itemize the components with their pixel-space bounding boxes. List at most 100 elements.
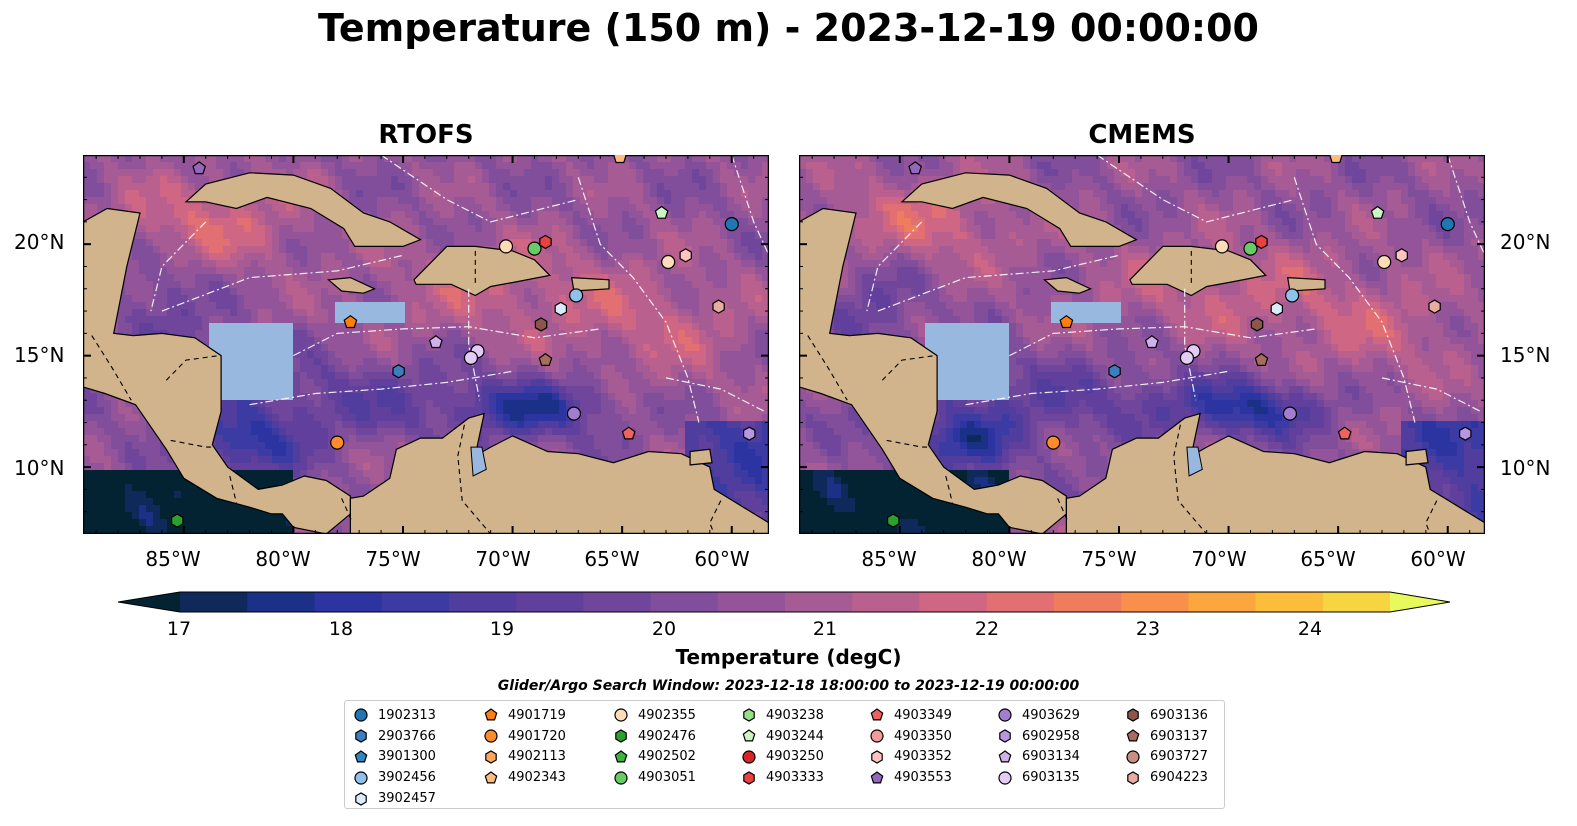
map-panel-rtofs[interactable] [83,155,769,534]
legend-marker-6903137 [1126,729,1140,742]
colorbar-bin-0 [180,592,248,612]
lat-label-10n-left: 10°N [14,456,65,480]
colorbar-tick-21: 21 [812,618,838,640]
float-marker-4902355b [498,239,514,254]
lon-label-65w-right: 65°W [1300,547,1356,571]
legend-label: 3902456 [378,770,436,786]
legend-column-2: 4902355 4902476 4902502 4903051 [613,705,696,788]
float-marker-6903136 [534,317,548,332]
legend-item-3901300: 3901300 [353,747,436,768]
float-marker-3902456 [569,288,584,303]
float-marker-6903137 [538,352,553,366]
float-marker-6902958 [1458,426,1472,441]
lon-label-60w-left: 60°W [694,547,750,571]
legend-marker-6903727 [1126,750,1140,764]
legend-label: 4903350 [894,728,952,744]
legend-symbol-4902476 [615,729,627,743]
legend-symbol-6903135 [998,771,1012,785]
float-marker-6903134 [1144,335,1159,349]
colorbar-extend-high [1390,592,1450,612]
float-marker-3902457 [1270,301,1283,316]
legend-label: 4903250 [766,749,824,765]
float-marker-4903553 [908,161,923,175]
legend-symbol-3901300 [354,750,368,763]
legend-item-4903629: 4903629 [997,705,1080,726]
legend-symbol-4901719 [484,708,498,721]
legend-label: 6904223 [1150,770,1208,786]
legend-label: 4903352 [894,749,952,765]
lat-label-15n-right: 15°N [1500,343,1551,367]
legend-symbol-4903238 [743,708,755,723]
legend-marker-4901720 [484,729,498,743]
float-marker-1902313 [1440,217,1455,232]
legend-marker-6903136 [1127,708,1139,723]
float-marker-4902476 [170,513,184,528]
legend-item-4902355: 4902355 [613,705,696,726]
float-legend: 1902313 2903766 3901300 3902456 3902457 49017… [344,700,1225,809]
legend-marker-4903350 [870,729,884,743]
legend-label: 3902457 [378,791,436,807]
legend-symbol-4902113 [485,750,497,764]
legend-symbol-6903137 [1126,729,1140,742]
lat-label-10n-right: 10°N [1500,456,1551,480]
float-marker-4903333 [539,234,552,250]
legend-label: 6903134 [1022,749,1080,765]
float-marker-4901720 [330,435,345,450]
legend-label: 1902313 [378,707,436,723]
legend-marker-1902313 [354,708,368,722]
legend-marker-3901300 [354,750,368,763]
legend-marker-4903250 [742,750,756,764]
legend-symbol-6902958 [999,729,1011,743]
legend-item-4903350: 4903350 [869,726,952,747]
legend-symbol-6904223 [1127,771,1139,785]
legend-item-4903238: 4903238 [741,705,824,726]
colorbar-tick-22: 22 [974,618,1000,640]
float-marker-4903349 [1337,426,1352,440]
float-marker-2903766 [1108,364,1121,379]
lon-label-80w-right: 80°W [971,547,1027,571]
legend-symbol-6903136 [1127,708,1139,723]
lon-label-60w-right: 60°W [1410,547,1466,571]
legend-item-4903349: 4903349 [869,705,952,726]
colorbar-tick-18: 18 [328,618,354,640]
legend-label: 4903238 [766,707,824,723]
legend-marker-4903629 [998,708,1012,722]
lat-label-15n-left: 15°N [14,343,65,367]
argo-floats-rtofs [170,155,756,528]
float-marker-6903135b [1179,350,1195,365]
legend-label: 4903244 [766,728,824,744]
legend-label: 4902113 [508,749,566,765]
float-marker-4903629 [566,406,582,421]
legend-item-4901720: 4901720 [483,726,566,747]
colorbar-tick-23: 23 [1135,618,1161,640]
float-marker-4902476 [886,513,900,528]
float-marker-4903333 [1255,234,1268,250]
legend-marker-4903349 [870,708,884,721]
float-marker-1902313 [724,217,739,232]
legend-marker-4903238 [743,708,755,723]
legend-symbol-4903629 [998,708,1012,722]
legend-symbol-4901720 [484,729,498,743]
legend-marker-4902113 [485,750,497,764]
float-marker-6904223 [712,299,725,314]
legend-column-0: 1902313 2903766 3901300 3902456 3902457 [353,705,436,809]
legend-item-4902502: 4902502 [613,747,696,768]
float-marker-4902355 [1377,254,1392,270]
colorbar-bin-8 [717,592,786,612]
search-window-text: Glider/Argo Search Window: 2023-12-18 18… [497,678,1080,694]
legend-item-6903136: 6903136 [1125,705,1208,726]
colorbar-bin-17 [1322,592,1391,612]
legend-symbol-4903051 [614,771,628,785]
colorbar [117,591,1451,613]
colorbar-bin-10 [852,592,920,612]
colorbar-bin-7 [650,592,719,612]
legend-item-3902456: 3902456 [353,767,436,788]
country-borders-rtofs [91,250,722,534]
colorbar-bin-2 [314,592,383,612]
legend-marker-3902456 [354,771,368,785]
eez-boundaries-rtofs [150,155,769,423]
minor-ticks-rtofs [83,155,769,534]
map-panel-cmems[interactable] [799,155,1485,534]
float-marker-4901719 [343,314,358,329]
figure-title: Temperature (150 m) - 2023-12-19 00:00:0… [317,6,1259,50]
